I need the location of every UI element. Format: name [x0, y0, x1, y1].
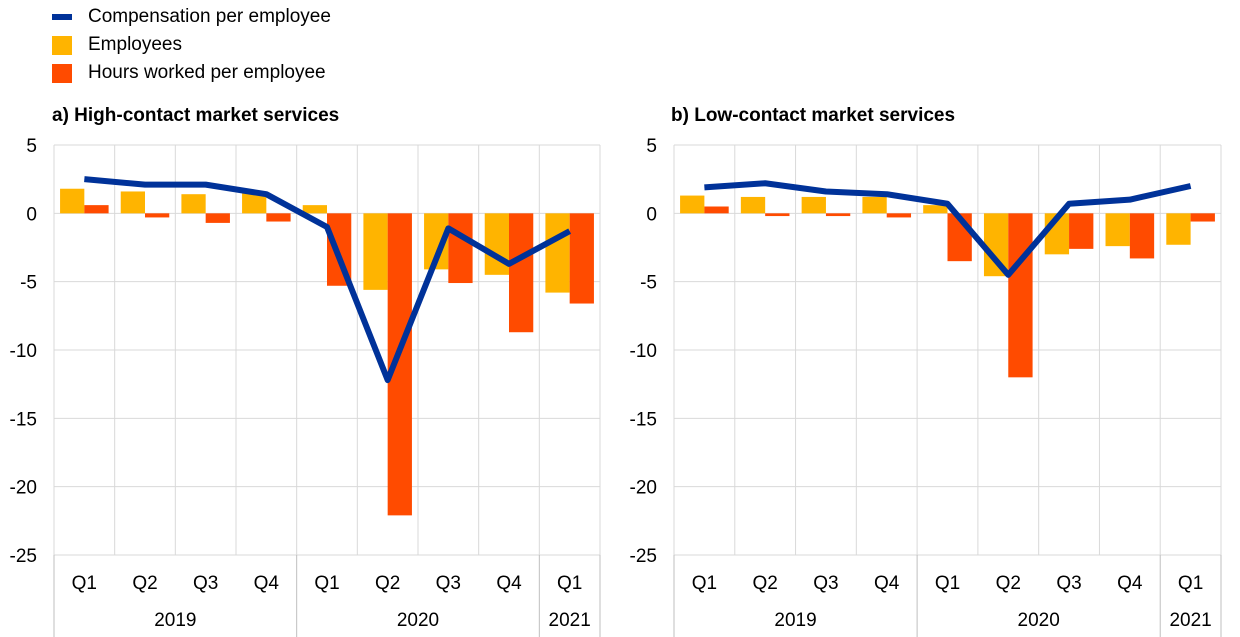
bar-hours-worked	[825, 213, 851, 217]
legend-item-hours: Hours worked per employee	[52, 59, 331, 87]
bar-employees	[60, 188, 85, 214]
bar-hours-worked	[448, 213, 473, 284]
year-label: 2019	[154, 610, 196, 631]
y-tick-label: 5	[646, 136, 657, 157]
bar-employees	[1105, 213, 1130, 247]
chart-title: b) Low-contact market services	[671, 105, 956, 126]
bar-hours-worked	[765, 213, 790, 217]
x-tick-label: Q3	[436, 573, 461, 594]
bar-employees	[120, 191, 145, 214]
bar-hours-worked	[205, 213, 230, 223]
bar-hours-worked	[1129, 213, 1155, 259]
legend: Compensation per employee Employees Hour…	[52, 3, 331, 87]
x-tick-label: Q1	[72, 573, 97, 594]
x-tick-label: Q2	[996, 573, 1021, 594]
legend-swatch-compensation	[52, 14, 72, 20]
y-tick-label: -5	[20, 273, 37, 294]
bar-employees	[181, 194, 206, 214]
legend-swatch-employees	[52, 35, 72, 55]
bar-employees	[484, 213, 509, 275]
bar-employees	[680, 195, 705, 214]
bar-hours-worked	[84, 205, 109, 214]
bar-hours-worked	[886, 213, 912, 218]
bar-employees	[862, 196, 887, 214]
bar-employees	[242, 192, 267, 214]
x-tick-label: Q3	[1056, 573, 1081, 594]
x-tick-label: Q3	[193, 573, 218, 594]
y-tick-label: -15	[630, 409, 657, 430]
y-tick-label: -25	[630, 546, 657, 567]
legend-item-employees: Employees	[52, 31, 331, 59]
y-tick-label: -10	[630, 341, 657, 362]
legend-label-compensation: Compensation per employee	[88, 6, 331, 27]
year-label: 2021	[1169, 610, 1211, 631]
x-tick-label: Q2	[375, 573, 400, 594]
chart-high-contact: a) High-contact market services 5 0 -5 -10 -…	[0, 98, 618, 637]
bar-employees	[545, 213, 570, 293]
year-label: 2019	[774, 610, 816, 631]
bar-employees	[740, 196, 766, 214]
x-tick-label: Q3	[813, 573, 838, 594]
year-label: 2020	[1018, 610, 1060, 631]
bar-hours-worked	[266, 213, 291, 222]
x-tick-label: Q1	[935, 573, 960, 594]
legend-item-compensation: Compensation per employee	[52, 3, 331, 31]
bar-hours-worked	[1190, 213, 1215, 222]
chart-plot: 5 0 -5 -10 -15 -20 -25 Q1 Q2 Q3 Q4 Q1 Q2 Q3 Q4 Q1 2019 20…	[10, 136, 601, 637]
bar-employees	[801, 196, 826, 214]
legend-label-hours: Hours worked per employee	[88, 62, 326, 83]
bar-hours-worked	[704, 206, 729, 214]
bar-hours-worked	[509, 213, 534, 333]
x-tick-label: Q4	[1117, 573, 1143, 594]
chart-low-contact: b) Low-contact market services 5 0 -5 -10 -1…	[620, 98, 1240, 637]
bar-hours-worked	[145, 213, 170, 218]
x-tick-label: Q4	[496, 573, 522, 594]
chart-plot: 5 0 -5 -10 -15 -20 -25 Q1 Q2 Q3 Q4 Q1 Q2 Q3 Q4 Q1 2019 20…	[630, 136, 1222, 637]
y-tick-label: -5	[640, 273, 657, 294]
year-label: 2021	[549, 610, 591, 631]
y-tick-label: -15	[10, 409, 37, 430]
y-tick-label: 0	[646, 204, 657, 225]
legend-swatch-hours	[52, 63, 72, 83]
y-tick-label: 0	[26, 204, 37, 225]
y-tick-label: -20	[10, 478, 37, 499]
bar-employees	[302, 205, 327, 214]
bar-hours-worked	[1069, 213, 1094, 249]
x-tick-label: Q2	[752, 573, 777, 594]
x-tick-label: Q1	[314, 573, 339, 594]
year-label: 2020	[397, 610, 439, 631]
legend-label-employees: Employees	[88, 34, 182, 55]
y-tick-label: -10	[10, 341, 37, 362]
bar-employees	[923, 205, 948, 214]
bar-employees	[1166, 213, 1191, 245]
chart-title: a) High-contact market services	[52, 105, 340, 126]
bar-hours-worked	[1008, 213, 1033, 378]
bar-employees	[363, 213, 388, 290]
x-tick-label: Q4	[874, 573, 900, 594]
x-tick-label: Q4	[254, 573, 280, 594]
bar-hours-worked	[569, 213, 594, 304]
x-tick-label: Q1	[557, 573, 582, 594]
y-tick-label: 5	[26, 136, 37, 157]
x-tick-label: Q1	[1178, 573, 1203, 594]
y-tick-label: -20	[630, 478, 657, 499]
x-tick-label: Q2	[132, 573, 157, 594]
x-tick-label: Q1	[692, 573, 717, 594]
y-tick-label: -25	[10, 546, 37, 567]
